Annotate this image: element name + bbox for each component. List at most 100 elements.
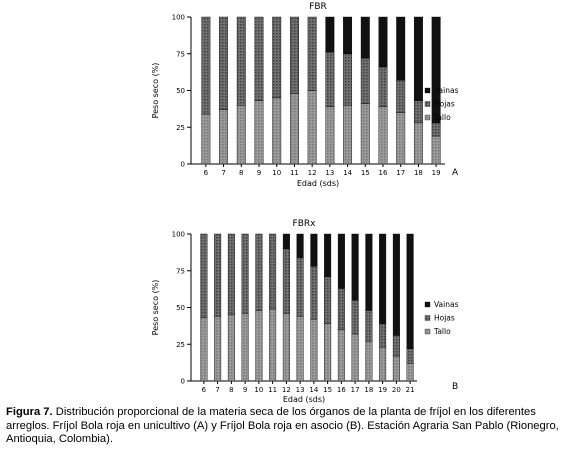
x-tick-label: 6 [202,386,207,394]
bar-segment-tallo [269,308,277,382]
bar-segment-hojas [365,310,373,342]
bar-segment-hojas [269,233,277,310]
x-tick-label: 14 [343,169,352,177]
figure-caption: Figura 7. Distribución proporcional de l… [6,406,572,447]
legend-label-tallo: Tallo [433,327,451,336]
bar-segment-hojas [378,66,388,107]
y-tick-label: 25 [176,124,185,132]
chart-title: FBR [309,2,327,12]
bar-segment-tallo [337,329,345,382]
y-tick-label: 50 [176,87,185,95]
bar-segment-hojas [219,16,229,110]
x-tick-label: 8 [239,169,243,177]
bar-segment-vainas [343,16,353,54]
bar-segment-hojas [201,16,211,115]
x-tick-label: 10 [272,169,281,177]
x-tick-label: 10 [254,386,263,394]
bar-segment-tallo [379,346,387,382]
panel-label: A [452,168,459,178]
bar-segment-tallo [214,316,222,382]
x-tick-label: 6 [204,169,209,177]
y-tick-label: 0 [181,161,185,169]
legend-swatch-hojas [424,315,431,321]
bar-segment-tallo [365,341,373,382]
caption-text: Distribución proporcional de la materia … [6,406,559,445]
x-tick-label: 13 [296,386,305,394]
bar-segment-vainas [351,233,359,301]
bar-segment-hojas [227,233,235,316]
bar-segment-vainas [392,233,400,336]
bar-segment-tallo [255,310,263,382]
legend: Vainas Hojas Tallo [424,86,459,122]
y-tick-label: 75 [176,50,185,58]
bar-segment-hojas [392,335,400,357]
x-tick-label: 16 [379,169,388,177]
x-tick-label: 18 [364,386,373,394]
x-tick-label: 9 [257,169,261,177]
y-axis-label: Peso seco (%) [151,280,160,336]
x-tick-label: 13 [325,169,334,177]
bar-segment-hojas [254,16,264,101]
x-tick-label: 20 [392,386,401,394]
bar-segment-hojas [236,16,246,106]
bar-segment-tallo [307,90,317,165]
bar-segment-tallo [282,313,290,382]
bar-segment-hojas [296,257,304,317]
bar-segment-hojas [325,52,335,107]
x-tick-label: 16 [337,386,346,394]
y-tick-label: 100 [172,14,185,22]
bar-segment-hojas [255,233,263,311]
x-tick-label: 11 [268,386,277,394]
bar-segment-hojas [200,233,208,318]
bar-segment-vainas [282,233,290,249]
bar-segment-hojas [343,53,353,106]
chart-panel-b: FBRx 0 25 50 75 100 6 7 8 9 10 11 12 13 14 15 16 17 18 19 20… [151,219,459,404]
x-tick-label: 17 [396,169,405,177]
x-axis-label: Edad (sds) [283,395,325,404]
bar-segment-tallo [296,316,304,382]
bar-segment-tallo [343,104,353,165]
bar-segment-tallo [413,122,423,165]
x-tick-label: 9 [243,386,247,394]
legend-label-tallo: Tallo [433,113,451,122]
y-tick-label: 75 [176,267,185,275]
bar-segment-tallo [360,103,370,165]
bar-segment-vainas [413,16,423,101]
bar-segment-tallo [219,109,229,165]
bar-segment-tallo [431,135,441,165]
legend-label-vainas: Vainas [434,300,459,309]
bar-segment-hojas [413,100,423,124]
legend: Vainas Hojas Tallo [424,300,459,336]
y-tick-label: 25 [176,341,185,349]
bar-segment-hojas [310,266,318,320]
legend-label-vainas: Vainas [434,86,459,95]
bar-segment-vainas [379,233,387,324]
bar-segment-hojas [379,323,387,348]
x-tick-label: 21 [406,386,415,394]
bar-segment-vainas [296,233,304,258]
bar-segment-tallo [254,100,264,165]
bar-segment-vainas [360,16,370,59]
bar-segment-hojas [307,16,317,91]
bar-segment-hojas [396,80,406,113]
legend-swatch-tallo [424,328,431,335]
legend-label-hojas: Hojas [434,100,455,109]
bar-segment-vainas [431,16,441,124]
bar-segment-hojas [337,288,345,330]
bar-segment-tallo [406,363,414,382]
bar-segment-tallo [392,355,400,382]
bar-segment-vainas [365,233,373,311]
y-axis-label: Peso seco (%) [151,63,160,119]
x-tick-label: 7 [215,386,219,394]
x-tick-label: 7 [221,169,225,177]
bar-segment-tallo [351,333,359,382]
y-tick-label: 100 [172,231,185,239]
panel-label: B [452,382,458,392]
bar-segment-vainas [378,16,388,68]
bar-segment-hojas [272,16,282,99]
x-tick-label: 11 [290,169,299,177]
x-tick-label: 15 [361,169,370,177]
y-tick-label: 50 [176,304,185,312]
legend-swatch-vainas [424,87,431,94]
